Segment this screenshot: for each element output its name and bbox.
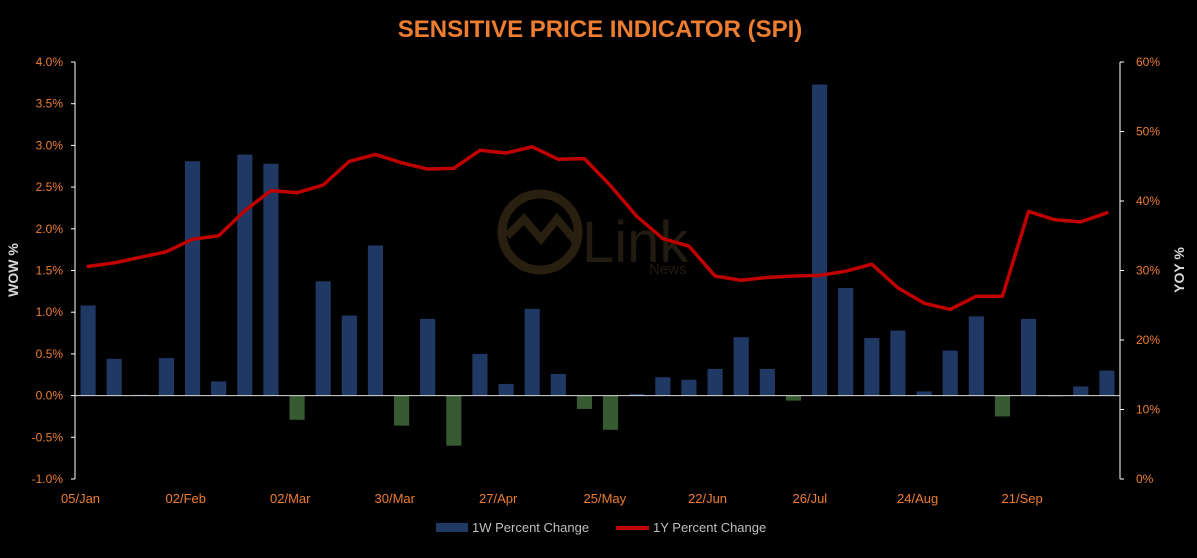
wow-bar [838,288,854,396]
wow-bar [1073,386,1089,396]
wow-bar [602,395,619,430]
left-tick-label: 2.5% [36,180,64,194]
wow-bar [367,245,384,396]
right-tick-label: 50% [1136,125,1160,139]
wow-bar [1099,370,1115,396]
x-axis: 05/Jan 02/Feb 02/Mar 30/Mar 27/Apr 25/May 22/J… [61,491,1043,506]
wow-bar [498,383,514,396]
wow-bar [785,395,802,401]
wow-bar [629,393,645,396]
wow-bar [681,379,697,396]
x-tick-label: 24/Aug [897,491,938,506]
wow-bar [211,381,227,396]
wow-bar [420,318,436,396]
wow-bar [106,358,122,396]
left-tick-label: 4.0% [36,55,64,69]
x-tick-label: 21/Sep [1002,491,1043,506]
legend-label-1y: 1Y Percent Change [653,520,766,535]
yoy-line-group [86,145,1109,312]
wow-bar [289,395,305,420]
wow-bar [393,395,410,426]
legend-label-1w: 1W Percent Change [472,520,589,535]
right-axis-title: YOY % [1171,247,1187,293]
wow-bar [184,161,201,396]
wow-bar [524,308,540,396]
left-tick-label: 3.5% [36,97,64,111]
x-tick-label: 26/Jul [793,491,828,506]
left-tick-label: -0.5% [32,430,64,444]
right-tick-label: 30% [1136,264,1160,278]
wow-bar [80,305,96,396]
wow-bar [733,337,749,396]
wow-bars [80,84,1115,446]
left-tick-label: 0.5% [36,347,64,361]
right-tick-label: 0% [1136,472,1154,486]
wow-bar [237,154,253,396]
legend: 1W Percent Change 1Y Percent Change [436,520,766,535]
left-tick-label: -1.0% [32,472,64,486]
wow-bar [707,368,723,396]
wow-bar [446,395,462,446]
watermark-text-sub: News [649,261,687,278]
left-tick-label: 1.5% [36,264,64,278]
wow-bar [811,84,828,396]
wow-bar [263,163,279,396]
right-tick-label: 20% [1136,333,1160,347]
x-tick-label: 25/May [584,491,627,506]
watermark-zigzag-icon [504,212,582,247]
wow-bar [864,338,880,396]
wow-bar [916,391,932,396]
wow-bar [968,316,984,396]
left-tick-label: 1.0% [36,305,64,319]
x-tick-label: 02/Mar [270,491,311,506]
right-tick-label: 40% [1136,194,1160,208]
right-axis: 0% 10% 20% 30% 40% 50% 60% [1119,55,1160,486]
legend-swatch-1w [436,523,468,532]
right-tick-label: 10% [1136,403,1160,417]
wow-bar [655,377,671,396]
wow-bar [550,373,566,396]
wow-bar [1020,318,1037,396]
x-tick-label: 27/Apr [479,491,518,506]
left-tick-label: 3.0% [36,138,64,152]
x-tick-label: 05/Jan [61,491,100,506]
left-axis-title: WOW % [5,243,21,297]
wow-bar [158,358,175,396]
wow-bar [890,330,906,396]
wow-bar [759,368,775,396]
right-tick-label: 60% [1136,55,1160,69]
wow-bar [994,395,1011,417]
yoy-line [86,145,1109,312]
x-tick-label: 30/Mar [375,491,416,506]
left-axis: -1.0% -0.5% 0.0% 0.5% 1.0% 1.5% 2.0% 2.5% 3.0% 3.… [32,55,76,486]
chart-title: SENSITIVE PRICE INDICATOR (SPI) [398,16,803,43]
wow-bar [315,281,331,396]
left-tick-label: 2.0% [36,222,64,236]
watermark-logo: Link News [497,189,689,278]
wow-bar [576,395,593,409]
wow-bar [942,350,958,396]
left-tick-label: 0.0% [36,389,64,403]
watermark-ring-icon [497,189,583,275]
wow-bar [341,315,357,396]
x-tick-label: 02/Feb [166,491,206,506]
wow-bar [472,353,488,396]
x-tick-label: 22/Jun [688,491,727,506]
